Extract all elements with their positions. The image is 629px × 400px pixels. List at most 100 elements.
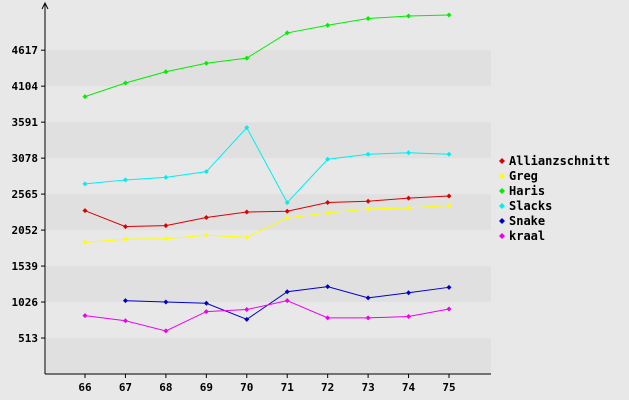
grid-band bbox=[46, 266, 491, 303]
data-point-snake bbox=[325, 284, 331, 290]
legend-marker-slacks bbox=[499, 203, 505, 209]
data-point-haris bbox=[406, 13, 412, 19]
y-tick-label: 2565 bbox=[12, 188, 39, 201]
legend-label-slacks: Slacks bbox=[509, 199, 552, 213]
data-point-kraal bbox=[284, 298, 290, 304]
data-point-greg bbox=[203, 232, 209, 238]
data-point-slacks bbox=[244, 125, 250, 131]
series-line-allianzschnitt bbox=[84, 195, 450, 228]
x-tick-label: 74 bbox=[402, 381, 416, 394]
x-tick-label: 68 bbox=[159, 381, 172, 394]
legend-label-allianzschnitt: Allianzschnitt bbox=[509, 154, 610, 168]
data-point-haris bbox=[446, 12, 452, 18]
data-point-kraal bbox=[203, 309, 209, 315]
data-point-kraal bbox=[122, 318, 128, 324]
data-point-snake bbox=[244, 316, 250, 322]
data-point-haris bbox=[284, 30, 290, 36]
data-point-snake bbox=[163, 299, 169, 305]
data-point-allianzschnitt bbox=[365, 198, 371, 204]
data-point-haris bbox=[244, 55, 250, 61]
data-point-allianzschnitt bbox=[122, 224, 128, 230]
x-tick-label: 72 bbox=[321, 381, 334, 394]
x-tick-label: 70 bbox=[240, 381, 253, 394]
data-point-kraal bbox=[82, 313, 88, 319]
legend-marker-greg bbox=[499, 173, 505, 179]
data-point-greg bbox=[82, 239, 88, 245]
data-point-slacks bbox=[203, 169, 209, 175]
grid-band bbox=[46, 158, 491, 195]
data-point-kraal bbox=[163, 328, 169, 334]
legend-marker-allianzschnitt bbox=[499, 158, 505, 164]
grid-band bbox=[46, 338, 491, 374]
data-point-snake bbox=[446, 284, 452, 290]
data-point-greg bbox=[325, 210, 331, 216]
data-point-haris bbox=[122, 80, 128, 86]
data-point-slacks bbox=[122, 177, 128, 183]
legend-label-haris: Haris bbox=[509, 184, 545, 198]
legend-marker-snake bbox=[499, 218, 505, 224]
legend-label-snake: Snake bbox=[509, 214, 545, 228]
data-point-slacks bbox=[365, 151, 371, 157]
data-point-slacks bbox=[406, 150, 412, 156]
data-point-haris bbox=[325, 22, 331, 28]
data-point-snake bbox=[203, 300, 209, 306]
data-point-greg bbox=[365, 206, 371, 212]
y-tick-label: 3591 bbox=[12, 116, 39, 129]
data-point-allianzschnitt bbox=[244, 209, 250, 215]
x-tick-label: 66 bbox=[78, 381, 92, 394]
y-tick-label: 1026 bbox=[12, 296, 39, 309]
data-point-greg bbox=[284, 215, 290, 221]
data-point-kraal bbox=[244, 307, 250, 313]
data-point-allianzschnitt bbox=[163, 223, 169, 229]
data-point-kraal bbox=[325, 315, 331, 321]
x-tick-label: 73 bbox=[361, 381, 374, 394]
x-tick-label: 69 bbox=[200, 381, 213, 394]
data-point-slacks bbox=[163, 174, 169, 180]
data-point-greg bbox=[406, 205, 412, 211]
data-point-greg bbox=[163, 236, 169, 242]
data-point-slacks bbox=[284, 200, 290, 206]
data-point-slacks bbox=[446, 151, 452, 157]
data-point-snake bbox=[365, 295, 371, 301]
x-tick-label: 67 bbox=[119, 381, 132, 394]
data-point-allianzschnitt bbox=[82, 208, 88, 214]
series-line-slacks bbox=[84, 126, 450, 204]
data-point-kraal bbox=[365, 315, 371, 321]
grid-band bbox=[46, 10, 491, 51]
legend-label-kraal: kraal bbox=[509, 229, 545, 243]
legend-marker-haris bbox=[499, 188, 505, 194]
data-point-greg bbox=[446, 202, 452, 208]
legend-label-greg: Greg bbox=[509, 169, 538, 183]
data-point-allianzschnitt bbox=[203, 214, 209, 220]
data-point-slacks bbox=[82, 181, 88, 187]
grid-band bbox=[46, 302, 491, 339]
data-point-haris bbox=[163, 69, 169, 75]
series-line-greg bbox=[84, 204, 450, 243]
y-tick-label: 4104 bbox=[12, 80, 39, 93]
data-point-kraal bbox=[406, 313, 412, 319]
data-point-snake bbox=[406, 290, 412, 296]
x-tick-label: 71 bbox=[281, 381, 295, 394]
data-point-allianzschnitt bbox=[406, 195, 412, 201]
grid-band bbox=[46, 230, 491, 267]
data-point-allianzschnitt bbox=[325, 200, 331, 206]
y-tick-label: 1539 bbox=[12, 260, 39, 273]
data-point-snake bbox=[284, 289, 290, 295]
data-point-kraal bbox=[446, 306, 452, 312]
y-tick-label: 513 bbox=[18, 332, 38, 345]
data-point-allianzschnitt bbox=[284, 208, 290, 214]
data-point-slacks bbox=[325, 156, 331, 162]
data-point-snake bbox=[122, 298, 128, 304]
y-tick-label: 4617 bbox=[12, 44, 39, 57]
data-point-haris bbox=[82, 94, 88, 100]
data-point-allianzschnitt bbox=[446, 193, 452, 199]
legend-marker-kraal bbox=[499, 233, 505, 239]
data-point-greg bbox=[244, 234, 250, 240]
data-point-haris bbox=[203, 60, 209, 66]
series-line-kraal bbox=[84, 300, 450, 332]
grid-band bbox=[46, 50, 491, 87]
data-point-greg bbox=[122, 236, 128, 242]
series-line-haris bbox=[84, 14, 450, 98]
y-tick-label: 2052 bbox=[12, 224, 39, 237]
